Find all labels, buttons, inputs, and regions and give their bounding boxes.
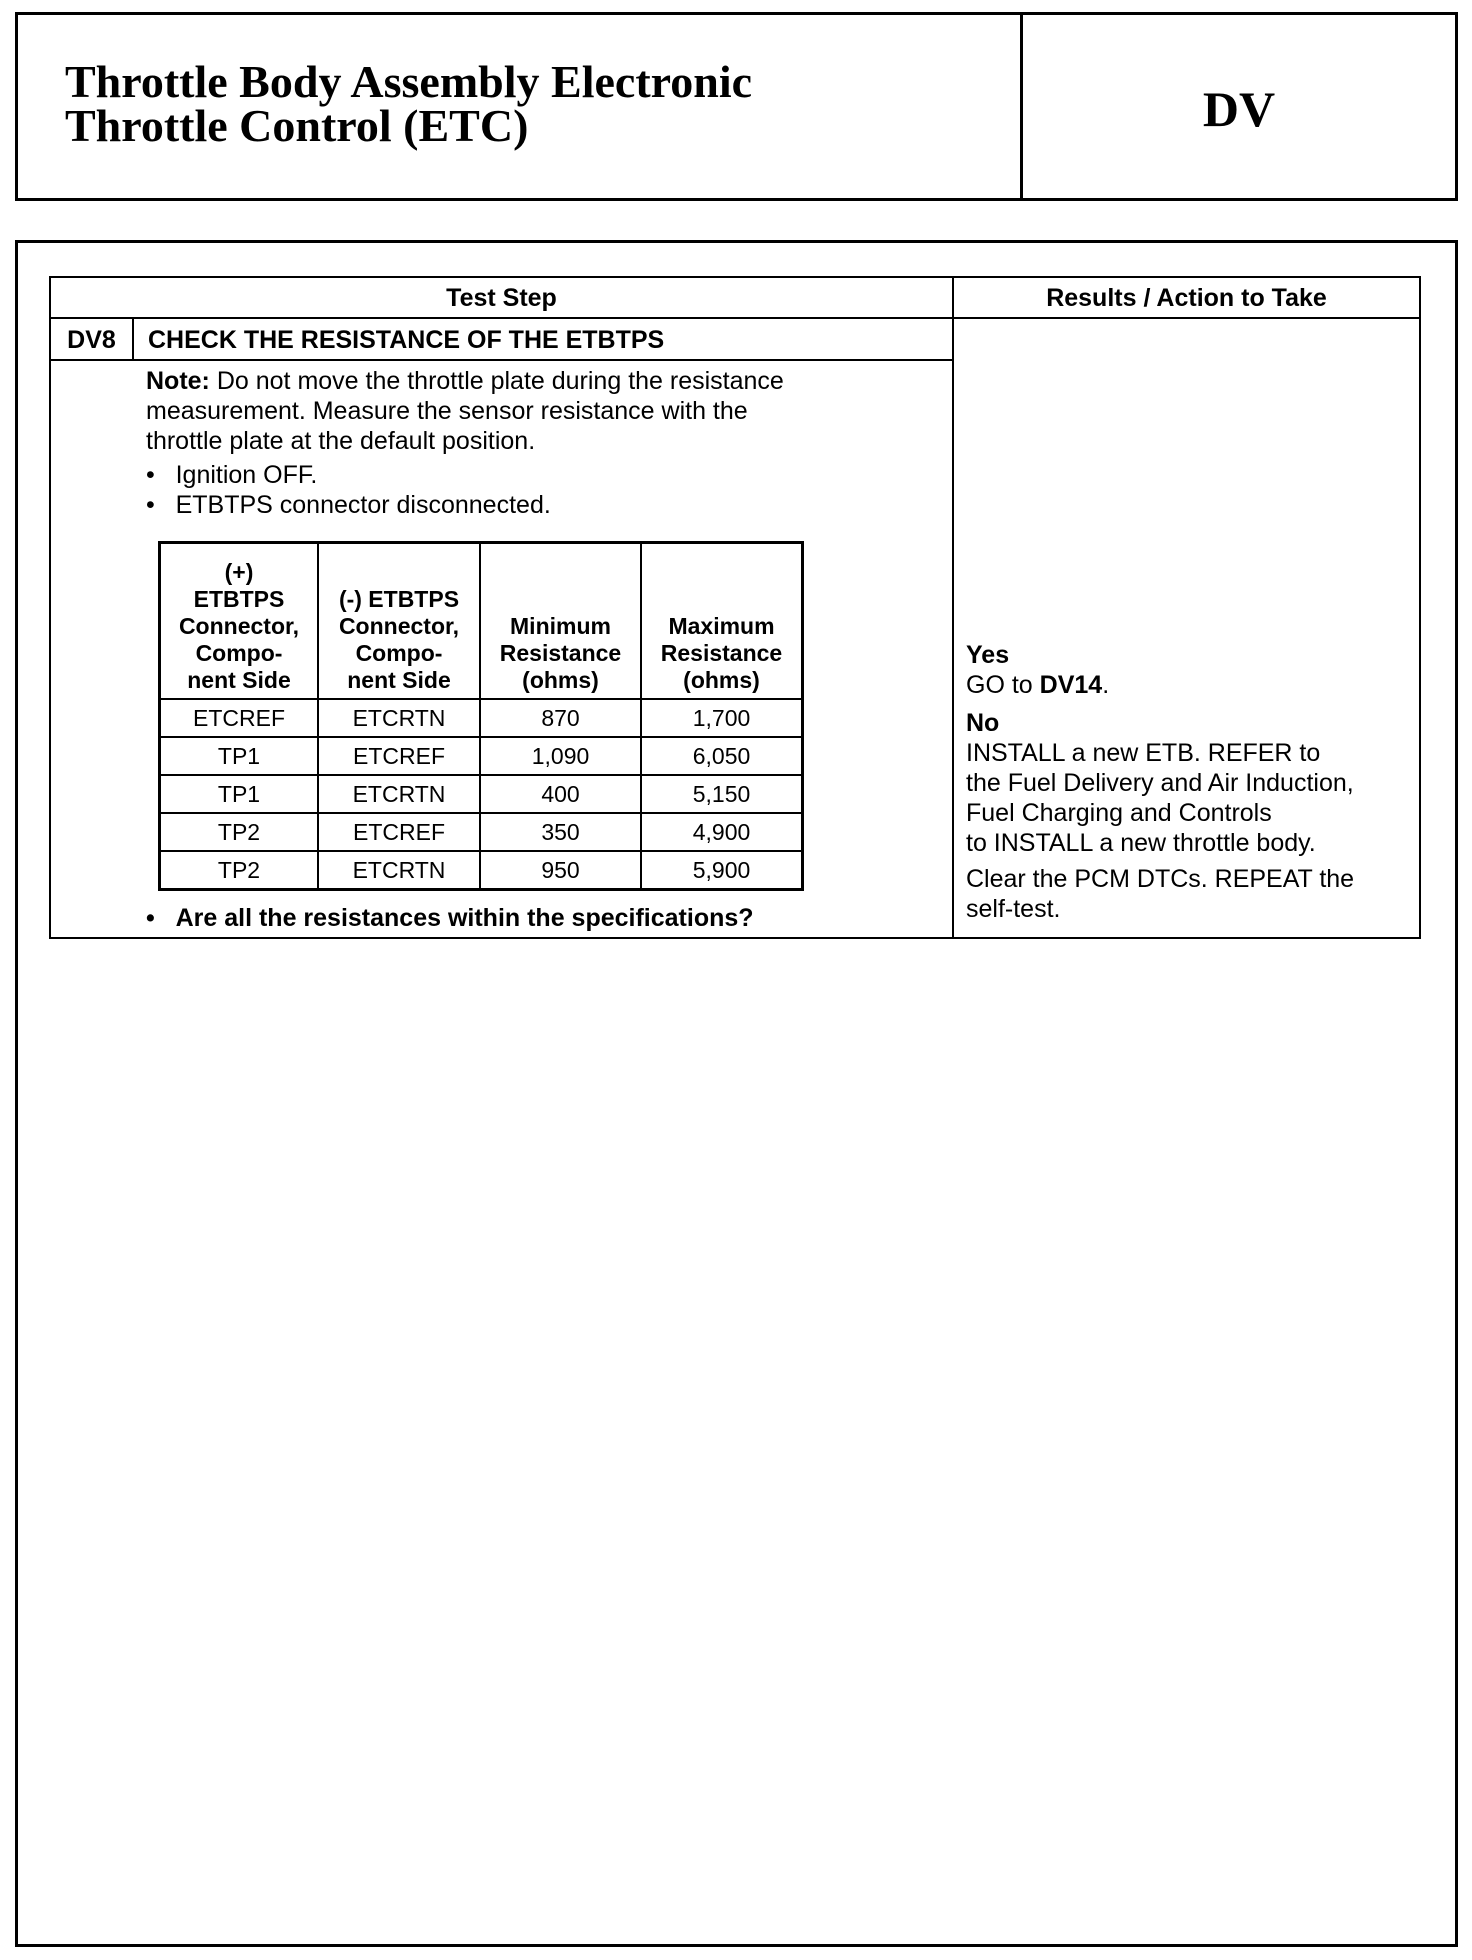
spec-header-max: Maximum Resistance (ohms): [640, 541, 804, 700]
yes-target-link[interactable]: DV14: [1039, 671, 1103, 699]
column-divider: [952, 278, 954, 937]
title-line-1: Throttle Body Assembly Electronic: [65, 56, 753, 107]
section-code: DV: [1202, 81, 1276, 137]
title-line-2: Throttle Control (ETC): [65, 100, 529, 151]
col-test-step: Test Step: [446, 284, 557, 312]
bullet-text: ETBTPS connector disconnected.: [175, 491, 551, 519]
page-title: Throttle Body Assembly Electronic Thrott…: [65, 56, 753, 151]
note-line: Do not move the throttle plate during th…: [209, 367, 784, 395]
no-line: Fuel Charging and Controls: [966, 799, 1272, 827]
bullet-text: Ignition OFF.: [175, 461, 318, 489]
note-line: throttle plate at the default position.: [146, 427, 536, 455]
spec-header-negative: (-) ETBTPS Connector, Compo-nent Side: [317, 541, 481, 700]
content-box: [15, 240, 1458, 1947]
results-column: Yes GO to DV14. No INSTALL a new ETB. RE…: [966, 640, 1354, 924]
no-line: the Fuel Delivery and Air Induction,: [966, 769, 1354, 797]
no-line: to INSTALL a new throttle body.: [966, 829, 1316, 857]
yes-action: GO to DV14.: [966, 671, 1110, 699]
col-results: Results / Action to Take: [1046, 284, 1327, 312]
step-id: DV8: [67, 326, 116, 354]
table-row: TP1 ETCREF 1,090 6,050: [158, 736, 804, 776]
step-title: CHECK THE RESISTANCE OF THE ETBTPS: [148, 326, 665, 354]
question: • Are all the resistances within the spe…: [146, 904, 754, 932]
yes-label: Yes: [966, 641, 1010, 669]
test-step-table: Test Step Results / Action to Take DV8 C…: [49, 276, 1421, 939]
final-line: Clear the PCM DTCs. REPEAT the: [966, 865, 1355, 893]
header-row-divider: [51, 317, 1419, 319]
table-row: TP2 ETCREF 350 4,900: [158, 812, 804, 852]
table-row: TP1 ETCRTN 400 5,150: [158, 774, 804, 814]
bullet-item: • ETBTPS connector disconnected.: [146, 491, 551, 519]
note: Note: Do not move the throttle plate dur…: [146, 366, 784, 520]
table-row: TP2 ETCRTN 950 5,900: [158, 850, 804, 891]
note-label: Note:: [146, 367, 210, 395]
header-divider: [1020, 12, 1023, 198]
spec-header-positive: (+) ETBTPS Connector, Compo-nent Side: [158, 541, 319, 700]
final-line: self-test.: [966, 895, 1061, 923]
spec-header-min: Minimum Resistance (ohms): [479, 541, 642, 700]
header-box: [15, 12, 1458, 201]
question-text: Are all the resistances within the speci…: [175, 904, 754, 932]
no-line: INSTALL a new ETB. REFER to: [966, 739, 1321, 767]
step-id-divider: [132, 318, 134, 360]
table-row: ETCREF ETCRTN 870 1,700: [158, 698, 804, 738]
note-line: measurement. Measure the sensor resistan…: [146, 397, 748, 425]
bullet-item: • Ignition OFF.: [146, 461, 318, 489]
step-row-divider: [51, 359, 954, 361]
resistance-spec-table: (+) ETBTPS Connector, Compo-nent Side (-) E…: [158, 541, 804, 891]
no-label: No: [966, 709, 1000, 737]
